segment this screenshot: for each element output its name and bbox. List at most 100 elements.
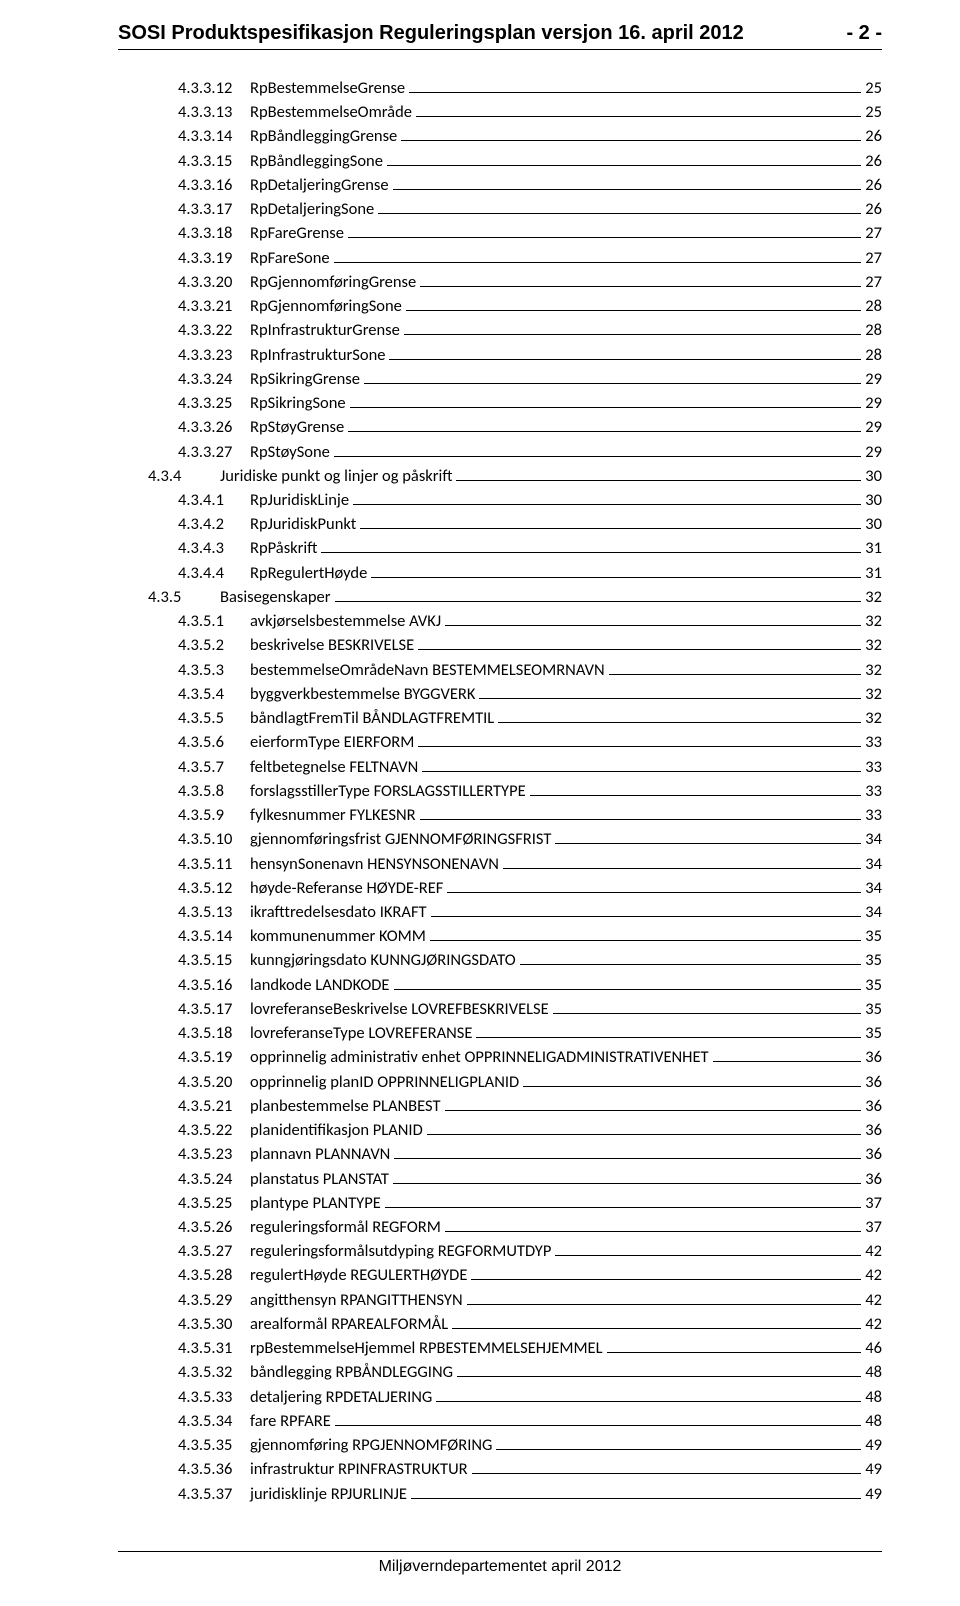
toc-entry: 4.3.5.20opprinnelig planID OPPRINNELIGPL… bbox=[118, 1072, 882, 1093]
toc-number: 4.3.5.26 bbox=[178, 1217, 250, 1238]
toc-page-number: 32 bbox=[865, 587, 882, 608]
toc-leader bbox=[479, 684, 861, 699]
toc-leader bbox=[335, 1411, 861, 1426]
toc-number: 4.3.5.37 bbox=[178, 1484, 250, 1505]
toc-label: regulertHøyde REGULERTHØYDE bbox=[250, 1265, 467, 1286]
toc-page-number: 35 bbox=[865, 926, 882, 947]
toc-label: planstatus PLANSTAT bbox=[250, 1169, 389, 1190]
toc-page-number: 37 bbox=[865, 1217, 882, 1238]
toc-number: 4.3.5.16 bbox=[178, 975, 250, 996]
toc-leader bbox=[447, 878, 861, 893]
toc-number: 4.3.3.22 bbox=[178, 320, 250, 341]
toc-entry: 4.3.3.13RpBestemmelseOmråde25 bbox=[118, 102, 882, 123]
toc-page-number: 33 bbox=[865, 781, 882, 802]
toc-page-number: 35 bbox=[865, 950, 882, 971]
toc-page-number: 32 bbox=[865, 708, 882, 729]
toc-page-number: 32 bbox=[865, 635, 882, 656]
toc-number: 4.3.5.28 bbox=[178, 1265, 250, 1286]
toc-label: infrastruktur RPINFRASTRUKTUR bbox=[250, 1459, 468, 1480]
toc-entry: 4.3.3.19RpFareSone27 bbox=[118, 248, 882, 269]
toc-page-number: 42 bbox=[865, 1290, 882, 1311]
toc-number: 4.3.5.15 bbox=[178, 950, 250, 971]
toc-entry: 4.3.3.21RpGjennomføringSone28 bbox=[118, 296, 882, 317]
toc-entry: 4.3.5.10gjennomføringsfrist GJENNOMFØRIN… bbox=[118, 829, 882, 850]
toc-leader bbox=[452, 1314, 861, 1329]
toc-label: RpSikringGrense bbox=[250, 369, 360, 390]
toc-entry: 4.3.5.16landkode LANDKODE35 bbox=[118, 975, 882, 996]
toc-entry: 4.3.5.1avkjørselsbestemmelse AVKJ32 bbox=[118, 611, 882, 632]
toc-number: 4.3.3.13 bbox=[178, 102, 250, 123]
toc-page-number: 32 bbox=[865, 684, 882, 705]
toc-label: gjennomføring RPGJENNOMFØRING bbox=[250, 1435, 492, 1456]
toc-number: 4.3.5.24 bbox=[178, 1169, 250, 1190]
toc-page-number: 33 bbox=[865, 757, 882, 778]
toc-number: 4.3.4.3 bbox=[178, 538, 250, 559]
toc-entry: 4.3.5.9fylkesnummer FYLKESNR33 bbox=[118, 805, 882, 826]
toc-number: 4.3.5.2 bbox=[178, 635, 250, 656]
toc-number: 4.3.3.21 bbox=[178, 296, 250, 317]
toc-number: 4.3.5.23 bbox=[178, 1144, 250, 1165]
toc-leader bbox=[476, 1023, 861, 1038]
toc-label: reguleringsformålsutdyping REGFORMUTDYP bbox=[250, 1241, 551, 1262]
toc-page-number: 34 bbox=[865, 902, 882, 923]
toc-leader bbox=[503, 854, 861, 869]
toc-entry: 4.3.5.4byggverkbestemmelse BYGGVERK32 bbox=[118, 684, 882, 705]
toc-page-number: 48 bbox=[865, 1362, 882, 1383]
toc-number: 4.3.3.15 bbox=[178, 151, 250, 172]
toc-entry: 4.3.5.24planstatus PLANSTAT36 bbox=[118, 1169, 882, 1190]
toc-entry: 4.3.3.15RpBåndleggingSone26 bbox=[118, 151, 882, 172]
toc-number: 4.3.5.1 bbox=[178, 611, 250, 632]
toc-number: 4.3.5.31 bbox=[178, 1338, 250, 1359]
toc-label: gjennomføringsfrist GJENNOMFØRINGSFRIST bbox=[250, 829, 551, 850]
toc-entry: 4.3.5.21planbestemmelse PLANBEST36 bbox=[118, 1096, 882, 1117]
toc-entry: 4.3.3.27RpStøySone29 bbox=[118, 442, 882, 463]
toc-label: RpJuridiskLinje bbox=[250, 490, 349, 511]
toc-label: lovreferanseBeskrivelse LOVREFBESKRIVELS… bbox=[250, 999, 549, 1020]
toc-label: kommunenummer KOMM bbox=[250, 926, 426, 947]
toc-label: opprinnelig administrativ enhet OPPRINNE… bbox=[250, 1047, 709, 1068]
toc-number: 4.3.3.18 bbox=[178, 223, 250, 244]
toc-entry: 4.3.3.14RpBåndleggingGrense26 bbox=[118, 126, 882, 147]
toc-entry: 4.3.5.6eierformType EIERFORM33 bbox=[118, 732, 882, 753]
toc-page-number: 25 bbox=[865, 102, 882, 123]
toc-entry: 4.3.3.26RpStøyGrense29 bbox=[118, 417, 882, 438]
toc-leader bbox=[418, 636, 861, 651]
toc-entry: 4.3.5.37juridisklinje RPJURLINJE49 bbox=[118, 1484, 882, 1505]
toc-leader bbox=[445, 1217, 861, 1232]
toc-page-number: 27 bbox=[865, 223, 882, 244]
toc-page-number: 31 bbox=[865, 538, 882, 559]
toc-leader bbox=[406, 296, 861, 311]
toc-leader bbox=[436, 1387, 861, 1402]
toc-number: 4.3.3.19 bbox=[178, 248, 250, 269]
toc-leader bbox=[404, 321, 861, 336]
toc-number: 4.3.5.9 bbox=[178, 805, 250, 826]
toc-entry: 4.3.5.23plannavn PLANNAVN36 bbox=[118, 1144, 882, 1165]
toc-number: 4.3.5.33 bbox=[178, 1387, 250, 1408]
toc-number: 4.3.5.5 bbox=[178, 708, 250, 729]
toc-label: Juridiske punkt og linjer og påskrift bbox=[220, 466, 452, 487]
toc-page-number: 29 bbox=[865, 369, 882, 390]
toc-leader bbox=[371, 563, 861, 578]
toc-number: 4.3.5.8 bbox=[178, 781, 250, 802]
toc-page-number: 48 bbox=[865, 1387, 882, 1408]
toc-label: planbestemmelse PLANBEST bbox=[250, 1096, 441, 1117]
toc-page-number: 32 bbox=[865, 660, 882, 681]
toc-page-number: 29 bbox=[865, 442, 882, 463]
toc-leader bbox=[420, 805, 862, 820]
toc-page-number: 26 bbox=[865, 126, 882, 147]
toc-number: 4.3.3.26 bbox=[178, 417, 250, 438]
toc-number: 4.3.5.11 bbox=[178, 854, 250, 875]
toc-number: 4.3.5.12 bbox=[178, 878, 250, 899]
toc-label: fare RPFARE bbox=[250, 1411, 331, 1432]
toc-leader bbox=[457, 1363, 861, 1378]
toc-page-number: 33 bbox=[865, 732, 882, 753]
toc-leader bbox=[393, 1169, 861, 1184]
toc-entry: 4.3.5.14kommunenummer KOMM35 bbox=[118, 926, 882, 947]
toc-number: 4.3.5.27 bbox=[178, 1241, 250, 1262]
toc-label: fylkesnummer FYLKESNR bbox=[250, 805, 416, 826]
toc-label: RpFareSone bbox=[250, 248, 330, 269]
toc-label: høyde-Referanse HØYDE-REF bbox=[250, 878, 443, 899]
toc-page-number: 46 bbox=[865, 1338, 882, 1359]
toc-label: forslagsstillerType FORSLAGSSTILLERTYPE bbox=[250, 781, 526, 802]
toc-leader bbox=[467, 1290, 862, 1305]
